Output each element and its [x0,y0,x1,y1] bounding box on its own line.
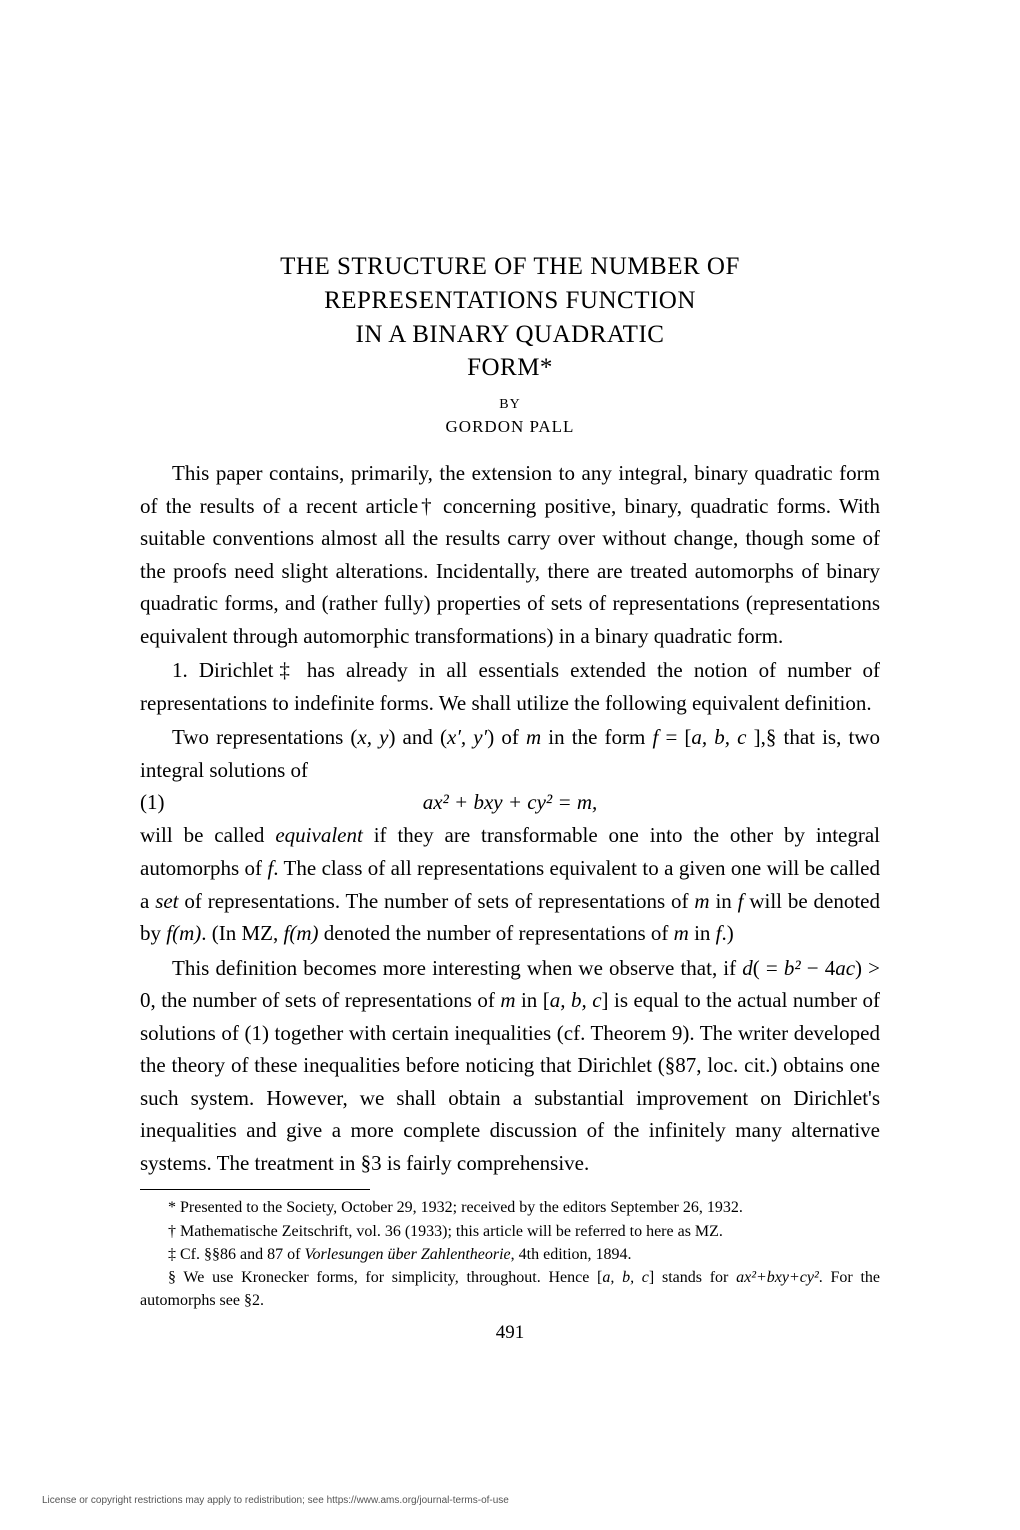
math-m: m [674,921,689,945]
text: § We use Kronecker forms, for simplicity… [168,1269,602,1286]
math-expr: ax²+bxy+cy² [736,1269,819,1286]
text: , 4th edition, 1894. [511,1246,632,1263]
author-name: GORDON PALL [140,417,880,437]
text: ] stands for [649,1269,736,1286]
text: in [689,921,716,945]
term-equivalent: equivalent [275,823,362,847]
title-line-1: THE STRUCTURE OF THE NUMBER OF [280,253,740,280]
equation-number: (1) [140,790,165,815]
math-xy: x, y [357,725,388,749]
footnotes: * Presented to the Society, October 29, … [140,1196,880,1312]
paragraph-5: This definition becomes more interesting… [140,952,880,1180]
text: This definition becomes more interesting… [172,956,742,980]
footnote-4: § We use Kronecker forms, for simplicity… [140,1266,880,1312]
text: ) and ( [388,725,447,749]
text: . (In MZ, [201,921,283,945]
text: in [710,889,738,913]
text: ‡ Cf. §§86 and 87 of [168,1246,304,1263]
paragraph-1: This paper contains, primarily, the exte… [140,457,880,652]
title-line-4: FORM* [467,354,553,381]
text: will be called [140,823,275,847]
footnote-rule [140,1189,370,1196]
footnote-3: ‡ Cf. §§86 and 87 of Vorlesungen über Za… [140,1243,880,1266]
math-abc: a, b, c [691,725,746,749]
text: ) of [487,725,526,749]
paragraph-2: 1. Dirichlet‡ has already in all essenti… [140,654,880,719]
text: ] is equal to the actual number of solut… [140,988,880,1175]
math-m: m [694,889,709,913]
math-b2: b² [784,956,801,980]
page-content: THE STRUCTURE OF THE NUMBER OF REPRESENT… [0,0,1020,1404]
math-abc: a, b, c [602,1269,649,1286]
math-fm: f(m) [166,921,201,945]
math-abc: a, b, c [550,988,602,1012]
math-ac: ac [835,956,855,980]
title-line-3: IN A BINARY QUADRATIC [356,321,665,348]
text: in the form [541,725,652,749]
math-fm: f(m) [284,921,319,945]
equation-1: (1) ax² + bxy + cy² = m, [140,790,880,815]
math-d: d [742,956,753,980]
math-m: m [500,988,515,1012]
text: ( = [753,956,784,980]
footnote-1: * Presented to the Society, October 29, … [140,1196,880,1219]
math-m: m [526,725,541,749]
text: .) [722,921,734,945]
text: Two representations ( [172,725,357,749]
license-notice: License or copyright restrictions may ap… [42,1495,509,1506]
footnote-2: † Mathematische Zeitschrift, vol. 36 (19… [140,1220,880,1243]
equation-body: ax² + bxy + cy² = m, [423,790,598,814]
paragraph-3: Two representations (x, y) and (x′, y′) … [140,721,880,786]
math-xpyp: x′, y′ [447,725,487,749]
text: of representations. The number of sets o… [179,889,695,913]
paper-title: THE STRUCTURE OF THE NUMBER OF REPRESENT… [140,250,880,385]
title-line-2: REPRESENTATIONS FUNCTION [324,287,696,314]
text: denoted the number of representations of [319,921,674,945]
paragraph-4: will be called equivalent if they are tr… [140,819,880,949]
text: − 4 [801,956,836,980]
page-number: 491 [140,1322,880,1344]
text: = [ [658,725,691,749]
book-title: Vorlesungen über Zahlentheorie [304,1246,510,1263]
by-label: BY [140,397,880,413]
term-set: set [155,889,178,913]
text: in [ [516,988,550,1012]
